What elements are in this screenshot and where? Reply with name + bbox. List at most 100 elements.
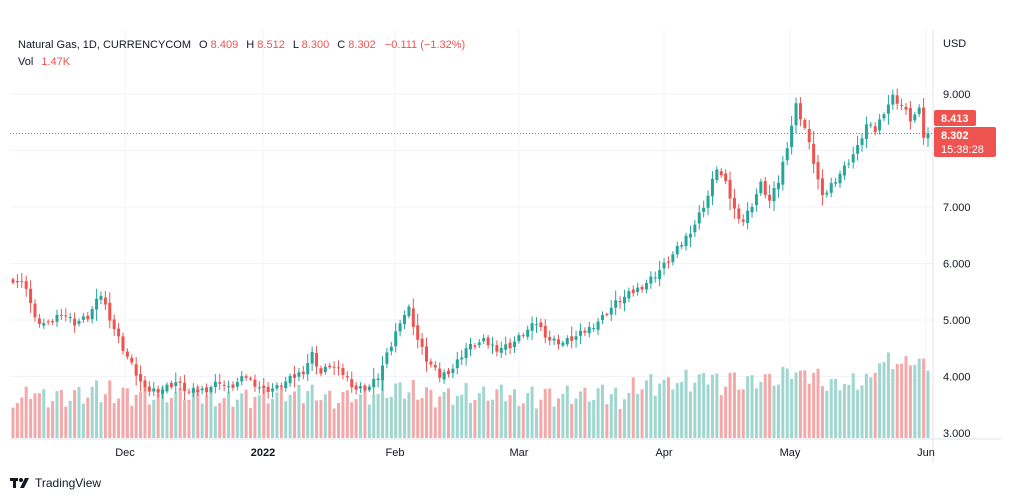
candle-body (451, 368, 455, 374)
volume-bar (301, 403, 305, 438)
candle-body (790, 125, 794, 148)
volume-bar (860, 385, 864, 438)
time-axis[interactable]: Dec 2022 Feb Mar Apr May Jun (115, 447, 935, 459)
volume-bar (900, 363, 904, 438)
volume-bar (73, 390, 77, 438)
volume-bar (416, 399, 420, 438)
volume-bar (429, 389, 433, 438)
candle-body (447, 370, 451, 375)
candle-body (763, 181, 767, 195)
volume-bar (631, 377, 635, 438)
volume-bar (156, 393, 160, 438)
candle-body (680, 245, 684, 247)
candle-body (860, 138, 864, 145)
volume-bar (152, 399, 156, 438)
volume-bar (310, 384, 314, 438)
candle-body (627, 291, 631, 299)
candle-body (469, 343, 472, 350)
candle-body (534, 324, 538, 326)
volume-bar (754, 388, 758, 438)
candle-body (869, 124, 873, 126)
volume-bar (271, 398, 275, 438)
price-tick-label: 5.000 (943, 315, 971, 327)
volume-bar (512, 389, 516, 438)
candle-body (565, 338, 569, 345)
price-label-open-text: 8.413 (941, 113, 969, 125)
candle-body (719, 171, 723, 176)
time-tick-label: Dec (115, 447, 135, 459)
candle-body (169, 382, 173, 388)
candle-body (464, 348, 468, 359)
volume-bar (108, 380, 112, 438)
candle-body (288, 375, 292, 384)
candle-body (772, 188, 776, 202)
volume-bar (587, 401, 591, 438)
volume-bar (658, 383, 662, 438)
candle-body (636, 287, 640, 292)
volume-bar (803, 370, 807, 438)
volume-bar (895, 364, 899, 438)
candle-body (161, 389, 165, 394)
volume-bar (596, 388, 600, 438)
candle-body (552, 338, 556, 341)
volume-bar (869, 377, 873, 438)
volume-bar (917, 358, 921, 438)
volume-bar (820, 386, 824, 438)
price-label-last-text: 8.302 (941, 130, 969, 142)
volume-bar (46, 407, 50, 438)
volume-bar (169, 398, 173, 438)
candle-body (873, 126, 877, 133)
price-chart[interactable]: USD 9.0008.0007.0006.0005.0004.0003.000 … (0, 0, 1012, 470)
volume-bar (878, 363, 882, 438)
price-tick-label: 9.000 (943, 89, 971, 101)
candle-body (191, 388, 195, 393)
candle-body (609, 307, 613, 315)
volume-bar (455, 395, 459, 438)
tradingview-attribution[interactable]: TradingView (10, 474, 101, 492)
volume-bar (600, 384, 604, 438)
volume-bar (578, 391, 582, 438)
chart-legend[interactable]: Natural Gas, 1D, CURRENCYCOM O 8.409 H 8… (18, 39, 465, 68)
volume-bar (398, 382, 402, 438)
brand-label: TradingView (35, 476, 102, 490)
candle-body (490, 344, 494, 346)
symbol-title: Natural Gas, 1D, CURRENCYCOM (18, 39, 191, 51)
candle-body (306, 363, 310, 375)
candle-body (675, 245, 679, 255)
volume-bar (147, 404, 151, 438)
candle-body (693, 224, 697, 233)
candle-body (125, 351, 129, 357)
volume-bar (315, 400, 319, 438)
candle-body (350, 379, 354, 388)
candle-body (77, 320, 81, 324)
volume-bar (178, 388, 182, 438)
candle-body (587, 327, 591, 334)
candle-body (548, 336, 552, 341)
volume-bar (504, 401, 508, 438)
volume-bar (719, 395, 723, 438)
volume-bar (222, 397, 226, 438)
candle-body (112, 319, 116, 330)
candle-body (724, 173, 728, 182)
price-label-open: 8.413 (934, 110, 976, 126)
volume-bar (117, 398, 121, 438)
volume-bar (376, 393, 380, 438)
candle-body (345, 376, 349, 378)
candle-body (671, 254, 675, 263)
volume-bar (425, 387, 429, 438)
candle-body (922, 107, 926, 138)
time-tick-label: Apr (655, 447, 672, 459)
candle-body (504, 344, 508, 350)
open-value: 8.409 (211, 39, 239, 51)
volume-bar (886, 352, 890, 438)
candle-body (499, 347, 503, 353)
candle-body (785, 148, 789, 161)
candle-body (51, 321, 55, 323)
volume-bar (86, 397, 90, 438)
candle-body (605, 314, 609, 316)
volume-bars (11, 352, 930, 438)
candle-body (372, 378, 376, 388)
change-value: −0.111 (−1.32%) (385, 39, 465, 51)
candle-body (526, 329, 530, 337)
volume-bar (785, 368, 789, 438)
